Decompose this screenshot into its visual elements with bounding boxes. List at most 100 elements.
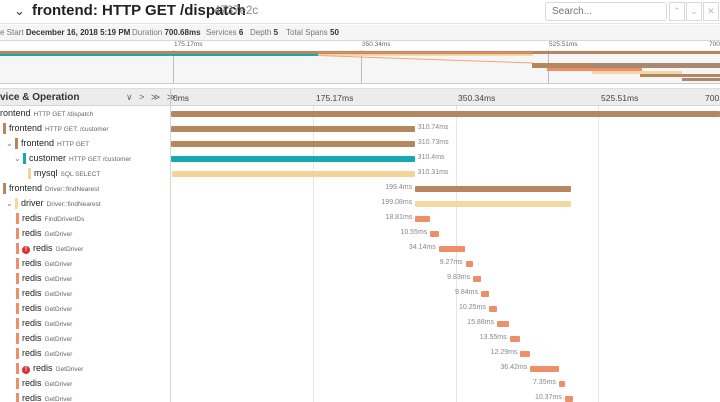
- span-bar[interactable]: [465, 261, 473, 267]
- span-row[interactable]: ! redis GetDriver 34.14ms: [0, 241, 720, 256]
- span-row[interactable]: redis GetDriver 10.55ms: [0, 226, 720, 241]
- service-name: redis: [22, 378, 42, 388]
- span-bar[interactable]: [171, 111, 720, 117]
- span-row[interactable]: rontend HTTP GET /dispatch: [0, 106, 720, 121]
- column-divider[interactable]: [170, 89, 171, 107]
- minimap-span: [592, 71, 682, 74]
- span-bar[interactable]: [509, 336, 521, 342]
- span-bar[interactable]: [497, 321, 510, 327]
- span-name-cell[interactable]: redis GetDriver: [0, 256, 171, 271]
- span-row[interactable]: mysql SQL SELECT 310.31ms: [0, 166, 720, 181]
- span-name-cell[interactable]: ⌄ driver Driver::findNearest: [0, 196, 171, 211]
- span-name-cell[interactable]: ! redis GetDriver: [0, 241, 171, 256]
- span-name-cell[interactable]: ⌄ customer HTTP GET /customer: [0, 151, 171, 166]
- expand-toggle-icon[interactable]: ⌄: [14, 154, 21, 163]
- operation-name: GetDriver: [44, 261, 73, 268]
- span-bar[interactable]: [520, 351, 531, 357]
- trace-minimap[interactable]: [0, 50, 720, 84]
- span-name-cell[interactable]: redis GetDriver: [0, 316, 171, 331]
- span-bar[interactable]: [415, 216, 431, 222]
- trace-header: ⌄ frontend: HTTP GET /dispatch 4737e2c ⌃…: [0, 0, 720, 24]
- span-duration-label: 9.84ms: [455, 289, 478, 296]
- span-service: rontend HTTP GET /dispatch: [0, 108, 93, 118]
- span-row[interactable]: redis GetDriver 9.83ms: [0, 271, 720, 286]
- span-bar[interactable]: [171, 156, 415, 162]
- span-name-cell[interactable]: ⌄ frontend HTTP GET: [0, 136, 171, 151]
- span-row[interactable]: ⌄ frontend HTTP GET 310.73ms: [0, 136, 720, 151]
- span-bar[interactable]: [564, 396, 573, 402]
- span-row[interactable]: redis GetDriver 13.55ms: [0, 331, 720, 346]
- span-name-cell[interactable]: ! redis GetDriver: [0, 361, 171, 376]
- span-name-cell[interactable]: mysql SQL SELECT: [0, 166, 171, 181]
- span-row[interactable]: redis GetDriver 10.25ms: [0, 301, 720, 316]
- span-name-cell[interactable]: frontend HTTP GET: /customer: [0, 121, 171, 136]
- operation-name: GetDriver: [44, 276, 73, 283]
- span-row[interactable]: ⌄ driver Driver::findNearest 199.08ms: [0, 196, 720, 211]
- service-name: redis: [22, 273, 42, 283]
- span-name-cell[interactable]: redis GetDriver: [0, 271, 171, 286]
- span-service: frontend HTTP GET: /customer: [9, 123, 108, 133]
- span-row[interactable]: redis GetDriver 15.88ms: [0, 316, 720, 331]
- span-row[interactable]: redis GetDriver 7.35ms: [0, 376, 720, 391]
- expand-toggle-icon[interactable]: ⌄: [6, 199, 13, 208]
- span-bar[interactable]: [558, 381, 565, 387]
- minimap-span: [318, 52, 533, 53]
- span-name-cell[interactable]: redis GetDriver: [0, 391, 171, 402]
- span-service: redis GetDriver: [22, 228, 72, 238]
- span-name-cell[interactable]: redis GetDriver: [0, 226, 171, 241]
- collapse-chevron-icon[interactable]: ⌄: [14, 3, 25, 18]
- span-bar[interactable]: [530, 366, 559, 372]
- span-row[interactable]: redis GetDriver 10.37ms: [0, 391, 720, 402]
- span-row[interactable]: redis GetDriver 12.29ms: [0, 346, 720, 361]
- clear-search-button[interactable]: ✕: [703, 2, 719, 21]
- tree-controls[interactable]: ∨ > ≫ ≫: [126, 92, 179, 102]
- span-name-cell[interactable]: redis GetDriver: [0, 346, 171, 361]
- span-row[interactable]: frontend HTTP GET: /customer 310.74ms: [0, 121, 720, 136]
- operation-name: GetDriver: [44, 381, 73, 388]
- search-input[interactable]: [545, 2, 667, 21]
- span-duration-label: 36.42ms: [500, 364, 528, 371]
- expand-toggle-icon[interactable]: ⌄: [6, 139, 13, 148]
- span-name-cell[interactable]: redis GetDriver: [0, 331, 171, 346]
- operation-name: GetDriver: [44, 336, 73, 343]
- service-name: redis: [22, 213, 42, 223]
- span-row[interactable]: redis FindDriverIDs 18.81ms: [0, 211, 720, 226]
- span-duration-label: 12.29ms: [490, 349, 518, 356]
- span-name-cell[interactable]: redis GetDriver: [0, 301, 171, 316]
- span-row[interactable]: redis GetDriver 9.27ms: [0, 256, 720, 271]
- span-row[interactable]: ⌄ customer HTTP GET /customer 310.4ms: [0, 151, 720, 166]
- span-row[interactable]: frontend Driver::findNearest 199.4ms: [0, 181, 720, 196]
- prev-match-button[interactable]: ⌃: [669, 2, 685, 21]
- span-duration-label: 18.81ms: [385, 214, 413, 221]
- operation-name: GetDriver: [44, 351, 73, 358]
- span-bar[interactable]: [171, 126, 415, 132]
- span-bar[interactable]: [171, 141, 415, 147]
- operation-name: GetDriver: [44, 306, 73, 313]
- service-color-bar: [16, 393, 19, 402]
- span-name-cell[interactable]: redis GetDriver: [0, 286, 171, 301]
- span-name-cell[interactable]: redis FindDriverIDs: [0, 211, 171, 226]
- service-color-bar: [16, 378, 19, 389]
- span-bar[interactable]: [438, 246, 466, 252]
- next-match-button[interactable]: ⌄: [686, 2, 702, 21]
- service-color-bar: [16, 303, 19, 314]
- span-name-cell[interactable]: redis GetDriver: [0, 376, 171, 391]
- span-name-cell[interactable]: frontend Driver::findNearest: [0, 181, 171, 196]
- span-bar[interactable]: [171, 171, 415, 177]
- span-bar[interactable]: [480, 291, 489, 297]
- span-duration-label: 199.4ms: [385, 184, 413, 191]
- trace-start: e Start December 16, 2018 5:19 PM: [0, 28, 131, 37]
- service-color-bar: [3, 123, 6, 134]
- span-bar[interactable]: [473, 276, 481, 282]
- span-row[interactable]: ! redis GetDriver 36.42ms: [0, 361, 720, 376]
- span-bar[interactable]: [488, 306, 497, 312]
- service-name: driver: [21, 198, 44, 208]
- span-service: redis GetDriver: [22, 393, 72, 402]
- span-row[interactable]: redis GetDriver 9.84ms: [0, 286, 720, 301]
- span-name-cell[interactable]: rontend HTTP GET /dispatch: [0, 106, 171, 121]
- span-bar[interactable]: [430, 231, 439, 237]
- service-operation-header: vice & Operation: [0, 92, 80, 103]
- span-bar[interactable]: [415, 201, 572, 207]
- span-bar[interactable]: [415, 186, 572, 192]
- minimap-tick: 350.34ms: [362, 41, 391, 48]
